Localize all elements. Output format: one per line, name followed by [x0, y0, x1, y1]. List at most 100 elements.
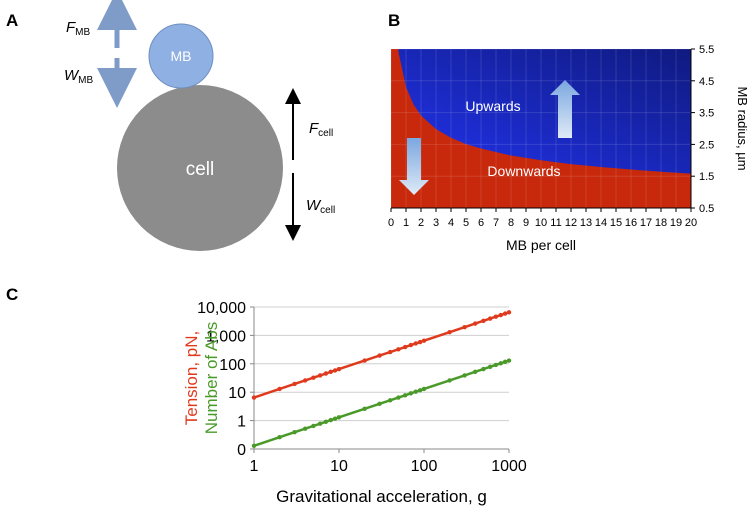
panel-letter: A: [6, 11, 18, 30]
arrow-up: [550, 80, 580, 138]
point: [302, 426, 308, 431]
point: [396, 347, 401, 352]
x-tick-label: 18: [655, 217, 667, 229]
x-tick-label: 11: [550, 217, 561, 229]
point: [506, 310, 512, 315]
x-tick-label: 20: [685, 217, 697, 229]
y-tick-label: 5.5: [699, 44, 714, 56]
panel-letter: B: [388, 11, 400, 30]
y-axis-label: Number of Abs: [202, 322, 221, 434]
x-tick-label: 12: [565, 217, 577, 229]
point: [277, 435, 282, 440]
point: [413, 389, 418, 394]
point: [421, 386, 427, 392]
label-sub: cell: [320, 205, 335, 216]
label-main: F: [66, 19, 76, 36]
point: [323, 371, 329, 376]
point: [317, 421, 323, 426]
label-main: W: [64, 67, 80, 84]
point: [377, 401, 382, 407]
x-tick-label: 3: [433, 217, 439, 229]
x-axis-label: MB per cell: [506, 237, 576, 253]
point: [498, 312, 503, 318]
point: [377, 353, 382, 358]
point: [487, 316, 493, 321]
y-axis-label: Tension, pN,: [182, 331, 201, 426]
point: [277, 386, 282, 392]
point: [292, 430, 297, 435]
point: [447, 378, 452, 383]
point: [362, 358, 367, 363]
point: [251, 395, 257, 400]
x-tick-label: 1: [403, 217, 409, 229]
label: Wcell: [306, 197, 335, 216]
point: [481, 318, 486, 324]
series-line: [253, 359, 510, 447]
point: [332, 368, 338, 373]
point: [402, 344, 408, 350]
y-tick-label: 0: [237, 442, 246, 459]
x-tick-label: 5: [463, 217, 469, 229]
point: [447, 329, 452, 335]
y-tick-label: 100: [219, 357, 246, 374]
label: FMB: [66, 19, 91, 38]
x-tick-label: 10: [535, 217, 547, 229]
x-tick-label: 6: [478, 217, 484, 229]
x-tick-label: 100: [411, 458, 438, 475]
point: [317, 373, 323, 378]
x-tick-label: 0: [388, 217, 394, 229]
label: Fcell: [309, 120, 333, 139]
label: WMB: [64, 67, 94, 86]
y-tick-label: 0.5: [699, 203, 714, 215]
x-tick-label: 9: [523, 217, 529, 229]
point: [311, 375, 316, 380]
y-axis-label: MB radius, µm: [735, 86, 747, 170]
point: [502, 311, 508, 316]
x-tick-label: 15: [610, 217, 622, 229]
series-line: [253, 311, 510, 399]
x-tick-label: 1000: [491, 458, 527, 475]
point: [408, 342, 414, 348]
y-tick-label: 4.5: [699, 76, 714, 88]
point: [498, 361, 503, 366]
point: [472, 369, 478, 375]
label-main: W: [306, 197, 322, 214]
x-tick-label: 8: [508, 217, 514, 229]
point: [387, 398, 393, 403]
y-tick-label: 1,000: [206, 328, 246, 345]
x-tick-label: 14: [595, 217, 607, 229]
point: [311, 423, 316, 429]
x-tick-label: 10: [330, 458, 348, 475]
mb-label: MB: [171, 48, 192, 64]
point: [328, 369, 333, 375]
label-sub: MB: [75, 27, 90, 38]
point: [481, 366, 486, 372]
y-tick-label: 1.5: [699, 171, 714, 183]
point: [472, 321, 478, 326]
panel-letter: C: [6, 285, 18, 304]
label-sub: MB: [78, 75, 93, 86]
cell: [117, 85, 283, 251]
x-axis-label: Gravitational acceleration, g: [276, 487, 487, 506]
region-above: [398, 49, 691, 174]
point: [362, 406, 367, 412]
point: [493, 314, 499, 319]
point: [396, 395, 401, 400]
point: [417, 339, 423, 345]
point: [402, 393, 408, 398]
point: [332, 416, 338, 421]
region-label: Upwards: [465, 98, 520, 114]
point: [506, 358, 512, 363]
microbubble: [148, 23, 214, 89]
point: [417, 388, 423, 393]
point: [292, 381, 297, 387]
y-tick-label: 10,000: [197, 300, 246, 317]
region-label: Downwards: [487, 163, 560, 179]
point: [493, 362, 499, 368]
point: [487, 364, 493, 370]
point: [408, 391, 414, 396]
point: [387, 349, 393, 355]
x-tick-label: 4: [448, 217, 454, 229]
point: [251, 443, 257, 448]
